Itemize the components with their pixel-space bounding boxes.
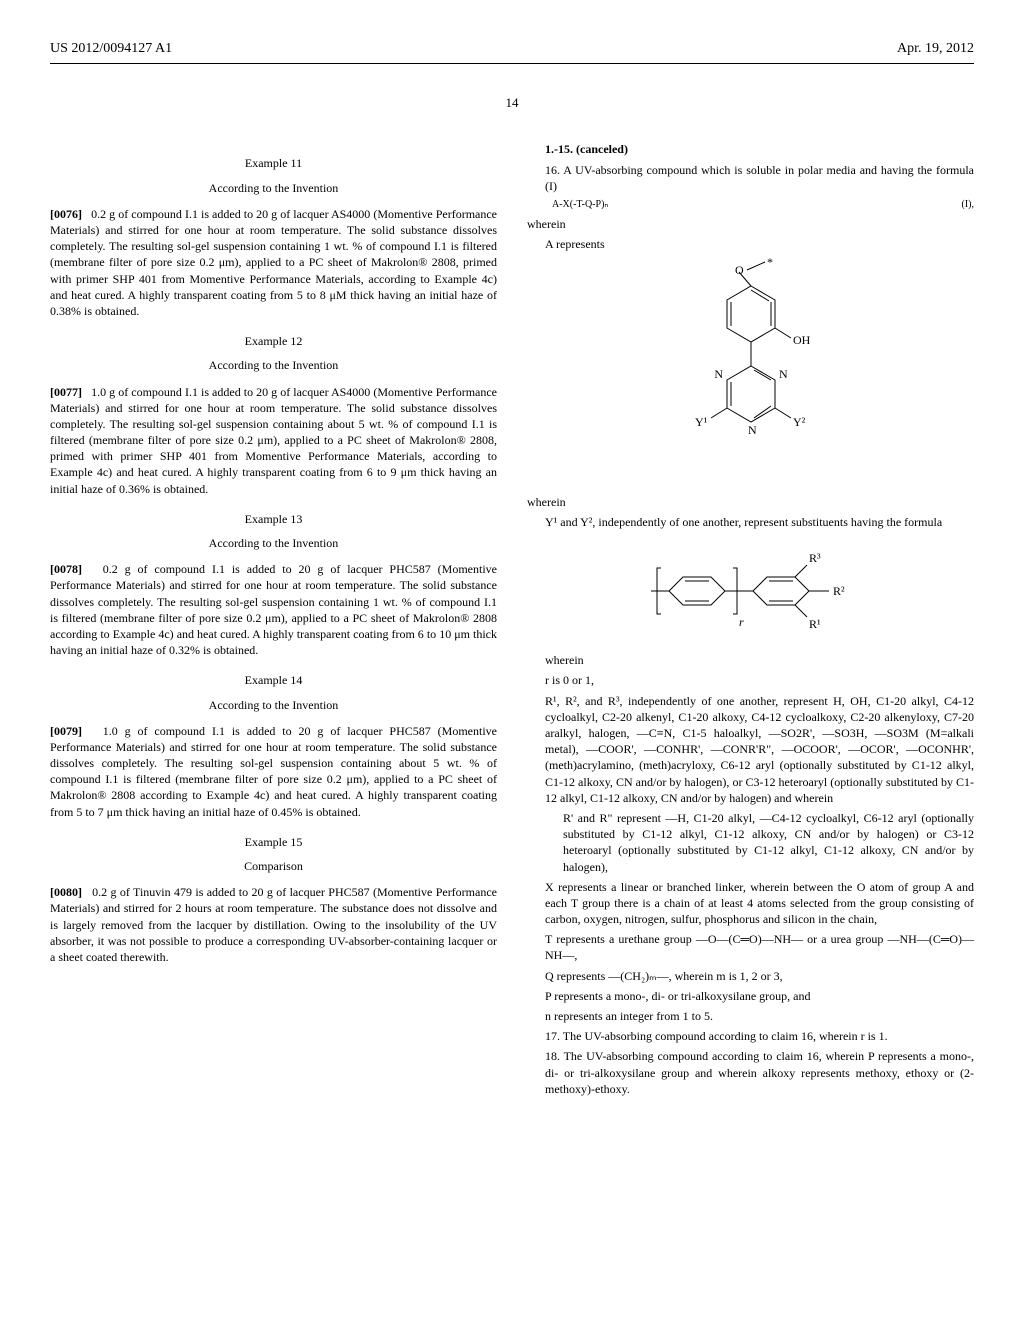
- example-14-title: Example 14: [50, 672, 497, 688]
- para-0077: [0077] 1.0 g of compound I.1 is added to…: [50, 384, 497, 497]
- label-N2: N: [779, 367, 788, 381]
- page-number: 14: [50, 94, 974, 112]
- example-12-sub: According to the Invention: [50, 357, 497, 373]
- wherein-3: wherein: [527, 652, 974, 668]
- para-num: [0076]: [50, 207, 82, 221]
- para-0079: [0079] 1.0 g of compound I.1 is added to…: [50, 723, 497, 820]
- para-body: 0.2 g of compound I.1 is added to 20 g o…: [50, 207, 497, 318]
- label-star: *: [767, 258, 773, 269]
- example-12-title: Example 12: [50, 333, 497, 349]
- header-right: Apr. 19, 2012: [897, 40, 974, 59]
- structure-b-diagram: r R³ R² R¹: [621, 536, 881, 646]
- para-body: 0.2 g of compound I.1 is added to 20 g o…: [50, 562, 497, 657]
- para-body: 0.2 g of Tinuvin 479 is added to 20 g of…: [50, 885, 497, 964]
- T-text: T represents a urethane group —O—(C═O)—N…: [527, 931, 974, 963]
- para-num: [0079]: [50, 724, 82, 738]
- header-rule: [50, 63, 974, 64]
- left-column: Example 11 According to the Invention [0…: [50, 141, 497, 1101]
- Rprime-text: R' and R" represent —H, C1-20 alkyl, —C4…: [527, 810, 974, 875]
- example-13-title: Example 13: [50, 511, 497, 527]
- para-num: [0078]: [50, 562, 82, 576]
- example-13-sub: According to the Invention: [50, 535, 497, 551]
- label-N1: N: [714, 367, 723, 381]
- formula-left: A-X(-T-Q-P)ₙ: [552, 198, 608, 212]
- right-column: 1.-15. (canceled) 16. A UV-absorbing com…: [527, 141, 974, 1101]
- example-11-title: Example 11: [50, 155, 497, 171]
- formula-row: A-X(-T-Q-P)ₙ (I),: [527, 198, 974, 212]
- para-num: [0077]: [50, 385, 82, 399]
- Y-text: Y¹ and Y², independently of one another,…: [527, 514, 974, 530]
- n-text: n represents an integer from 1 to 5.: [527, 1008, 974, 1024]
- claim-17: 17. The UV-absorbing compound according …: [527, 1028, 974, 1044]
- claims-canceled: 1.-15. (canceled): [527, 141, 974, 157]
- wherein-2: wherein: [527, 494, 974, 510]
- para-0076: [0076] 0.2 g of compound I.1 is added to…: [50, 206, 497, 319]
- wherein-1: wherein: [527, 216, 974, 232]
- para-0078: [0078] 0.2 g of compound I.1 is added to…: [50, 561, 497, 658]
- r-text: r is 0 or 1,: [527, 672, 974, 688]
- label-R1: R¹: [809, 617, 821, 631]
- example-14-sub: According to the Invention: [50, 697, 497, 713]
- para-0080: [0080] 0.2 g of Tinuvin 479 is added to …: [50, 884, 497, 965]
- label-Y1: Y¹: [695, 415, 708, 429]
- R-text: R¹, R², and R³, independently of one ano…: [527, 693, 974, 806]
- label-r: r: [739, 615, 744, 629]
- para-body: 1.0 g of compound I.1 is added to 20 g o…: [50, 385, 497, 496]
- example-15-title: Example 15: [50, 834, 497, 850]
- X-text: X represents a linear or branched linker…: [527, 879, 974, 928]
- P-text: P represents a mono-, di- or tri-alkoxys…: [527, 988, 974, 1004]
- formula-right: (I),: [962, 198, 975, 212]
- label-R3: R³: [809, 551, 821, 565]
- header-left: US 2012/0094127 A1: [50, 40, 172, 59]
- Q-text: Q represents —(CH₂)ₘ—, wherein m is 1, 2…: [527, 968, 974, 984]
- label-O: O: [735, 263, 744, 277]
- structure-a-diagram: O * OH N N N Y¹ Y²: [651, 258, 851, 488]
- para-body: 1.0 g of compound I.1 is added to 20 g o…: [50, 724, 497, 819]
- label-N3: N: [748, 423, 757, 437]
- label-R2: R²: [833, 584, 845, 598]
- A-represents: A represents: [527, 236, 974, 252]
- example-11-sub: According to the Invention: [50, 180, 497, 196]
- claim-18: 18. The UV-absorbing compound according …: [527, 1048, 974, 1097]
- claim-16-lead: 16. A UV-absorbing compound which is sol…: [527, 162, 974, 194]
- example-15-sub: Comparison: [50, 858, 497, 874]
- label-Y2: Y²: [793, 415, 806, 429]
- para-num: [0080]: [50, 885, 82, 899]
- label-OH: OH: [793, 333, 811, 347]
